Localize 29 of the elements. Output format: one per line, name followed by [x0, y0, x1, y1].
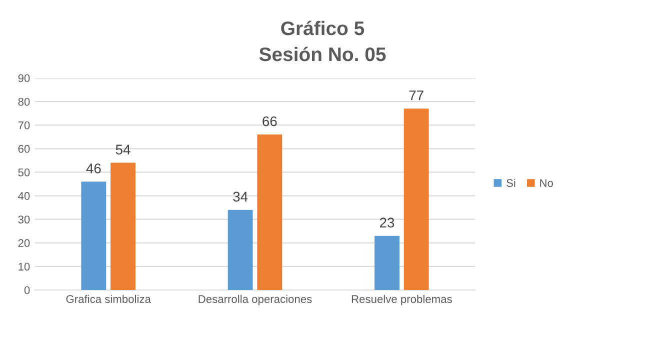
bar: [110, 162, 136, 290]
bar: [404, 108, 429, 290]
y-tick-label: 70: [18, 121, 30, 130]
y-tick-label: 80: [18, 98, 30, 106]
y-tick-label: 50: [18, 168, 30, 176]
data-label: 77: [409, 90, 424, 100]
y-tick-label: 10: [18, 262, 30, 271]
data-label: 54: [116, 144, 130, 154]
x-tick-label: Grafica simboliza: [66, 294, 151, 304]
legend-label: Si: [506, 178, 516, 187]
chart-subtitle: Sesión No. 05: [259, 46, 386, 62]
y-tick-label: 20: [18, 239, 30, 248]
legend-label: No: [540, 179, 553, 187]
y-tick-label: 40: [18, 192, 30, 200]
data-label: 34: [233, 192, 248, 202]
bar: [257, 134, 282, 290]
chart-title: Gráfico 5: [281, 20, 364, 36]
y-tick-label: 30: [18, 216, 30, 224]
bar: [228, 210, 253, 290]
y-tick-label: 90: [18, 74, 30, 82]
data-label: 23: [380, 218, 394, 228]
data-label: 46: [86, 164, 101, 174]
x-tick-label: Desarrolla operaciones: [198, 294, 312, 306]
y-tick-label: 60: [18, 144, 30, 153]
x-tick-label: Resuelve problemas: [352, 294, 452, 306]
y-tick-label: 0: [24, 286, 30, 294]
bar: [81, 182, 106, 290]
bar: [374, 236, 400, 290]
data-label: 66: [262, 116, 277, 126]
